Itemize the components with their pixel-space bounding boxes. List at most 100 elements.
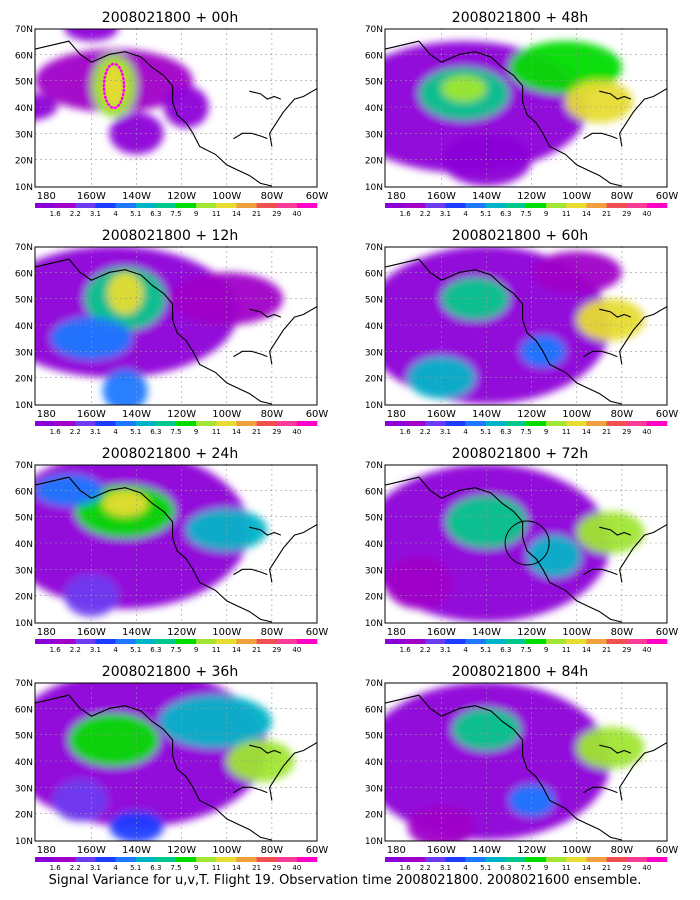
colorbar-swatch	[385, 639, 406, 644]
colorbar-swatch	[155, 421, 177, 426]
variance-contour	[576, 511, 645, 554]
colorbar-swatch	[606, 203, 628, 208]
colorbar-swatch	[296, 857, 318, 862]
colorbar-swatch	[465, 639, 487, 644]
lat-tick-label: 60N	[15, 705, 33, 715]
colorbar-label: 6.3	[150, 864, 161, 872]
colorbar: 1.6 2.2 3.1 4 5.1 6.3 7.5 9 11 14 21 29 40	[35, 857, 318, 872]
lat-tick-label: 10N	[365, 183, 383, 193]
colorbar-swatch	[606, 857, 628, 862]
lon-tick-label: 120W	[517, 191, 546, 202]
colorbar-label: 21	[252, 210, 261, 218]
colorbar-label: 40	[292, 646, 301, 654]
colorbar-label: 21	[602, 210, 611, 218]
colorbar-swatch	[135, 421, 157, 426]
colorbar-label: 6.3	[150, 646, 161, 654]
lon-tick-label: 100W	[562, 409, 591, 420]
lat-tick-label: 10N	[15, 183, 33, 193]
colorbar-swatch	[35, 203, 56, 208]
grid-lines	[35, 682, 317, 840]
colorbar-swatch	[385, 203, 406, 208]
colorbar-label: 9	[194, 646, 198, 654]
lat-tick-label: 40N	[365, 104, 383, 114]
colorbar-swatch	[236, 421, 257, 426]
grid-lines	[385, 682, 667, 840]
map-plot: 70N 60N 50N 40N 30N 20N 10N 180 160W 140W 120W 100W…	[365, 25, 679, 218]
lat-tick-label: 60N	[365, 487, 383, 497]
colorbar-swatch	[546, 639, 567, 644]
panel-title: 2008021800 + 24h	[101, 446, 239, 462]
colorbar-swatch	[465, 203, 487, 208]
lat-tick-label: 20N	[365, 375, 383, 385]
lat-tick-label: 60N	[365, 51, 383, 61]
colorbar-label: 1.6	[400, 864, 412, 872]
colorbar-label: 3.1	[440, 210, 451, 218]
colorbar-label: 5.1	[480, 428, 491, 436]
variance-contour	[109, 811, 164, 841]
colorbar-label: 14	[232, 428, 241, 436]
lon-tick-label: 60W	[656, 409, 679, 420]
colorbar-swatch	[75, 421, 96, 426]
colorbar-swatch	[296, 203, 318, 208]
colorbar-swatch	[155, 639, 177, 644]
colorbar-swatch	[586, 203, 607, 208]
colorbar-label: 9	[544, 646, 548, 654]
colorbar-label: 6.3	[150, 210, 161, 218]
lon-tick-label: 140W	[472, 409, 501, 420]
colorbar-label: 2.2	[420, 864, 431, 872]
lat-tick-label: 70N	[15, 679, 33, 689]
colorbar-label: 3.1	[440, 428, 451, 436]
lon-tick-label: 80W	[261, 845, 284, 856]
lat-tick-label: 20N	[15, 593, 33, 603]
variance-contour	[102, 64, 126, 107]
colorbar-label: 11	[562, 210, 571, 218]
colorbar-swatch	[236, 203, 257, 208]
colorbar-swatch	[276, 203, 298, 208]
colorbar-label: 14	[232, 210, 241, 218]
lat-tick-label: 70N	[365, 461, 383, 471]
colorbar-swatch	[176, 639, 197, 644]
variance-contour	[509, 784, 555, 817]
lat-tick-label: 40N	[365, 758, 383, 768]
colorbar-swatch	[115, 639, 137, 644]
colorbar-label: 11	[212, 864, 221, 872]
colorbar-label: 4	[463, 864, 468, 872]
lon-tick-label: 160W	[77, 409, 106, 420]
map-panel: 2008021800 + 84h 70N 60N 50N 40N 30N 20N 10N 180…	[355, 658, 685, 876]
coastline	[35, 694, 317, 841]
colorbar-label: 7.5	[170, 864, 181, 872]
colorbar-swatch	[405, 639, 426, 644]
lon-tick-label: 80W	[261, 409, 284, 420]
colorbar-label: 29	[272, 210, 281, 218]
lon-tick-label: 180	[387, 409, 406, 420]
colorbar-label: 29	[272, 646, 281, 654]
map-plot: 70N 60N 50N 40N 30N 20N 10N 180 160W 140W 120W 100W…	[365, 679, 679, 872]
lon-tick-label: 60W	[306, 627, 329, 638]
observation-marker	[102, 62, 126, 110]
variance-contour	[107, 272, 144, 315]
colorbar-label: 3.1	[90, 210, 101, 218]
colorbar-label: 21	[252, 428, 261, 436]
colorbar-swatch	[276, 639, 298, 644]
lon-tick-label: 80W	[611, 409, 634, 420]
grid-lines	[35, 246, 317, 404]
lon-tick-label: 80W	[261, 627, 284, 638]
colorbar-swatch	[526, 639, 547, 644]
colorbar-swatch	[505, 203, 527, 208]
colorbar-swatch	[626, 639, 648, 644]
colorbar-swatch	[256, 857, 278, 862]
lat-tick-label: 10N	[15, 837, 33, 847]
variance-field	[35, 29, 209, 155]
variance-contour	[53, 779, 108, 822]
colorbar-label: 4	[113, 646, 118, 654]
colorbar-label: 5.1	[130, 428, 141, 436]
lon-tick-label: 100W	[562, 845, 591, 856]
map-panel: 2008021800 + 36h 70N 60N 50N 40N 30N 20N 10N 180…	[5, 658, 335, 876]
colorbar-label: 40	[642, 210, 651, 218]
colorbar-swatch	[586, 857, 607, 862]
lon-tick-label: 100W	[562, 191, 591, 202]
colorbar-label: 40	[642, 864, 651, 872]
colorbar-label: 5.1	[480, 646, 491, 654]
lon-tick-label: 180	[37, 845, 56, 856]
colorbar-swatch	[216, 857, 237, 862]
